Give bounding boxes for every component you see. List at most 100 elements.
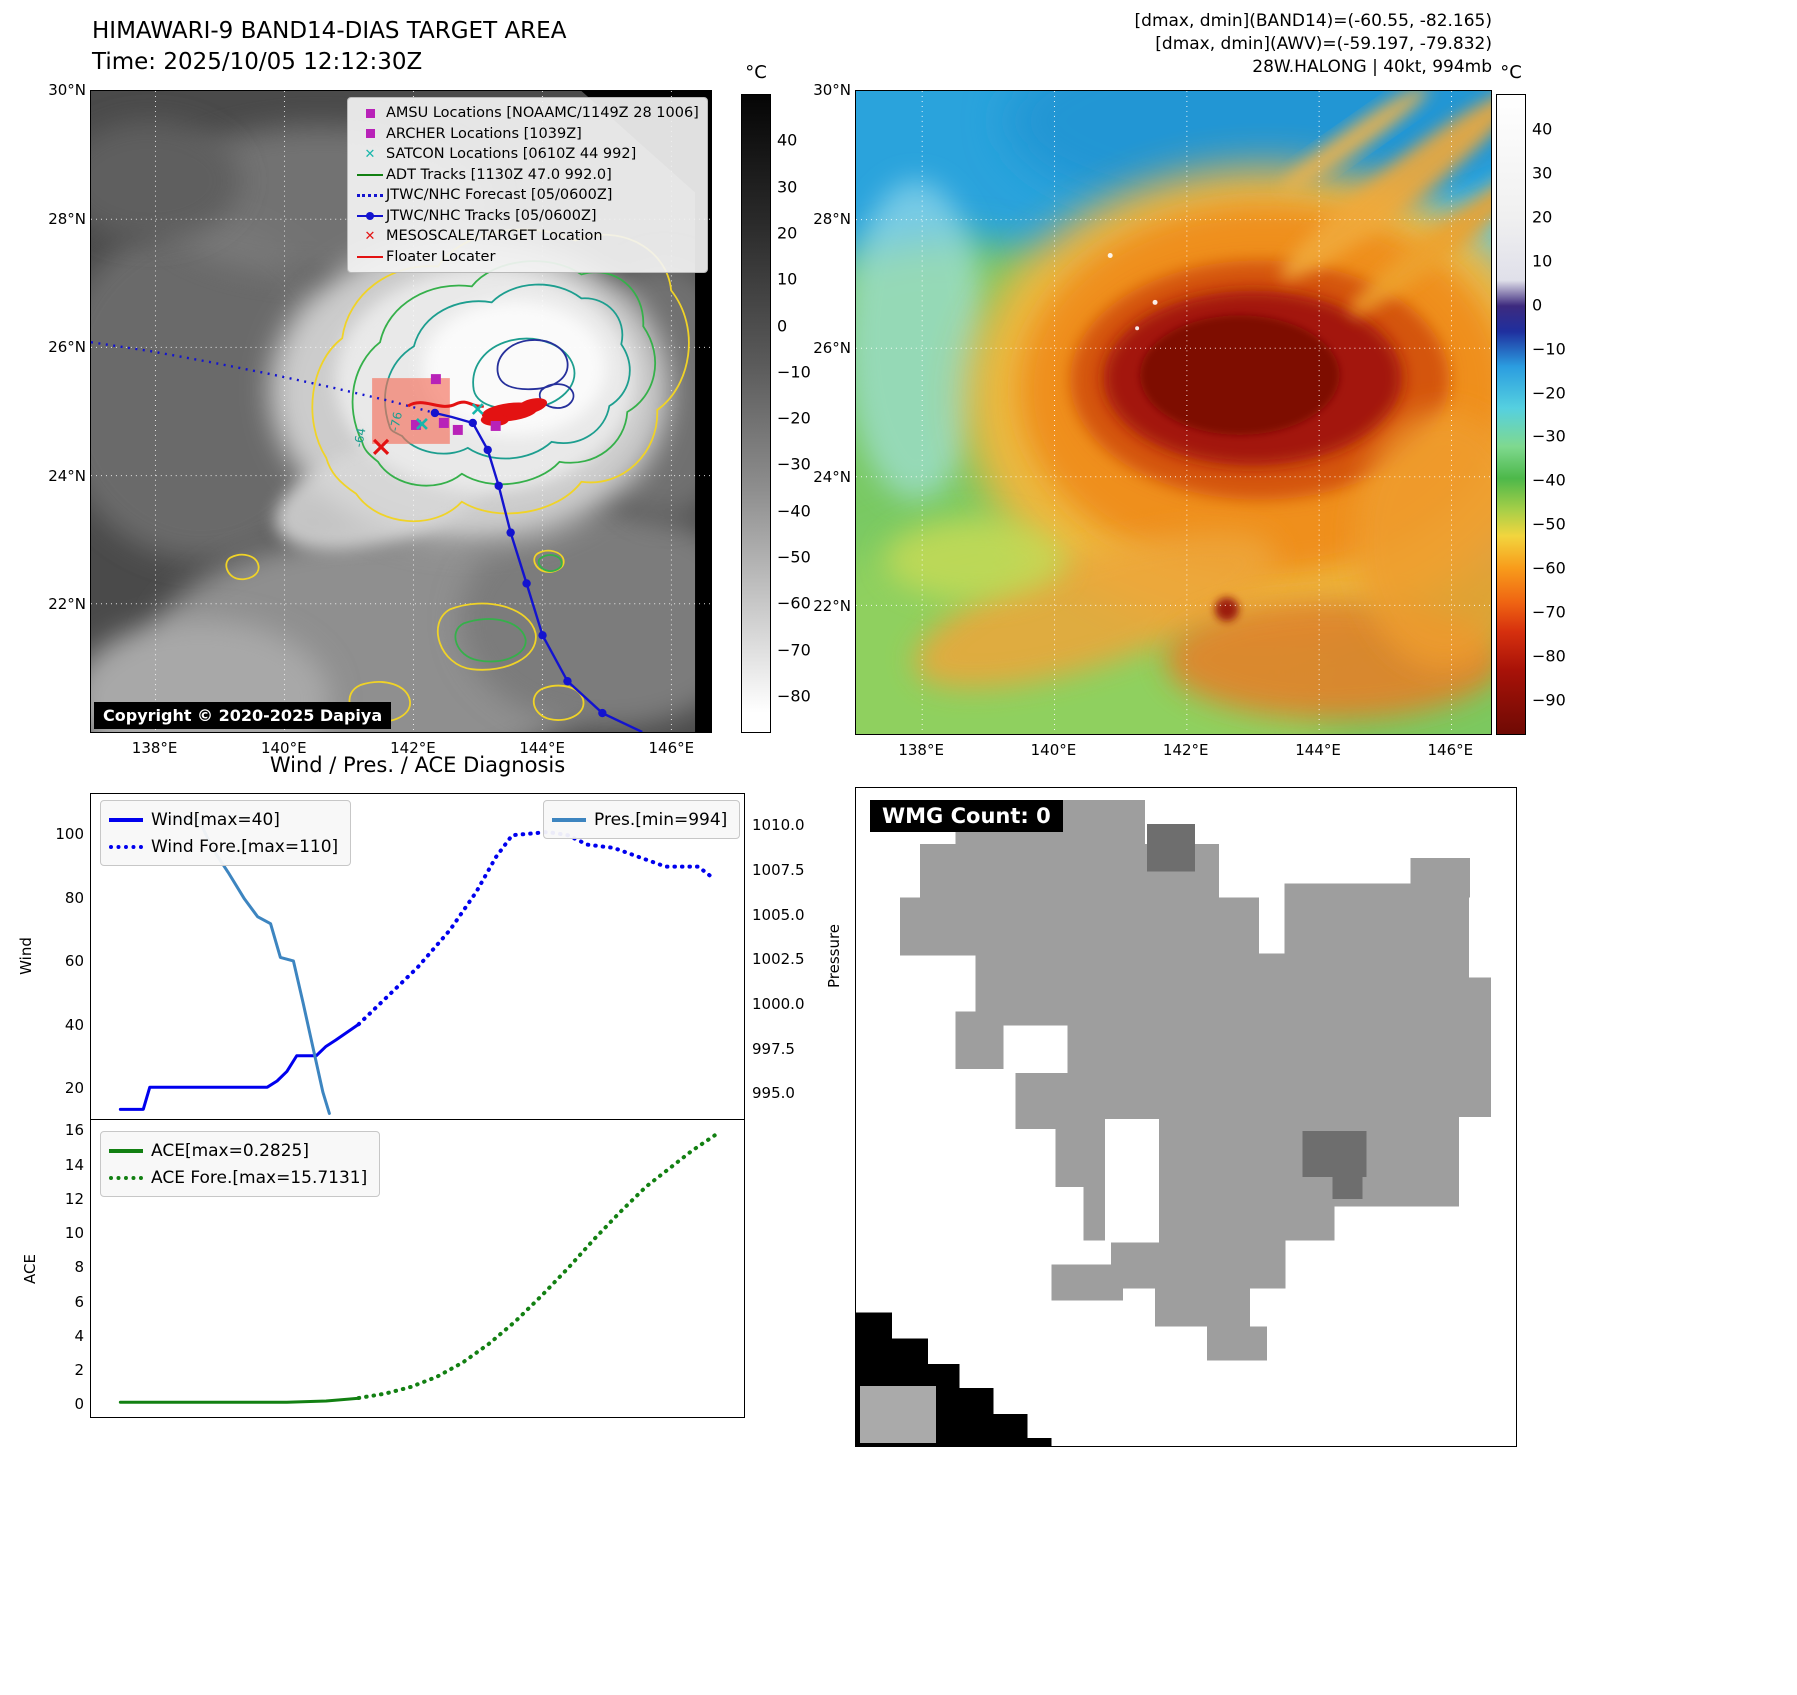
legend-label: Wind Fore.[max=110]	[151, 836, 339, 857]
series-line	[118, 1022, 361, 1111]
tick-label: 1002.5	[752, 950, 805, 969]
tick-label: 24°N	[48, 466, 86, 485]
tick-label: −60	[777, 593, 811, 613]
legend-line-icon	[109, 1175, 143, 1180]
tick-label: 26°N	[48, 338, 86, 357]
band14-colorbar-ticks: 40 30 20 10 0 −10 −20 −30 −40 −50 −60 −70 −80	[777, 94, 825, 733]
tick-label: 142°E	[1162, 741, 1209, 759]
legend-item: Wind[max=40]	[109, 806, 338, 833]
map-legend-item: MESOSCALE/TARGET Location	[354, 226, 699, 247]
tick-label: 4	[74, 1326, 84, 1345]
tick-label: 146°E	[1427, 741, 1474, 759]
ace-plot	[118, 1133, 717, 1404]
map-legend: AMSU Locations [NOAAMC/1149Z 28 1006] ARC…	[347, 97, 708, 273]
ace-y-axis: 0 2 4 6 8 10 12 14 16	[48, 1120, 84, 1418]
pressure-axis-label: Pressure	[825, 923, 843, 989]
tick-label: 140°E	[260, 739, 307, 757]
tick-label: −50	[1532, 514, 1566, 534]
tick-label: −30	[777, 454, 811, 474]
tick-label: 10	[64, 1224, 84, 1243]
contour-label: -76	[387, 411, 405, 433]
tick-label: 0	[1532, 295, 1543, 315]
legend-item: Wind Fore.[max=110]	[109, 833, 338, 860]
tick-label: 142°E	[390, 739, 436, 757]
line-green-icon	[354, 167, 386, 183]
legend-label: Pres.[min=994]	[594, 809, 728, 830]
legend-line-icon	[109, 817, 143, 822]
tick-label: 100	[55, 825, 84, 844]
figure-title: HIMAWARI-9 BAND14-DIAS TARGET AREA	[92, 18, 567, 44]
tick-label: 1007.5	[752, 860, 805, 879]
map-legend-item: JTWC/NHC Forecast [05/0600Z]	[354, 185, 699, 206]
tick-label: −80	[777, 686, 811, 706]
line-marker-blue-icon	[354, 208, 386, 224]
tick-label: 40	[64, 1015, 84, 1034]
tick-label: 24°N	[813, 468, 851, 486]
series-line	[118, 1396, 361, 1404]
legend-item: ACE Fore.[max=15.7131]	[109, 1164, 367, 1191]
copyright-badge: Copyright © 2020-2025 Dapiya	[94, 702, 392, 729]
band14-map-panel: -76 -64 AMSU Locations [NOAAMC/1149Z 28 …	[90, 90, 712, 733]
awv-colorbar	[1496, 94, 1526, 735]
tick-label: 1005.0	[752, 905, 805, 924]
jtwc-forecast-track	[91, 341, 436, 415]
wind-legend: Wind[max=40] Wind Fore.[max=110]	[100, 800, 352, 866]
tick-label: 10	[777, 269, 798, 289]
tick-label: 2	[74, 1361, 84, 1380]
contour-green	[351, 260, 657, 663]
tick-label: 30°N	[48, 81, 86, 99]
tick-label: 10	[1532, 251, 1553, 271]
wind-y-axis: 20 40 60 80 100	[40, 793, 84, 1120]
tick-label: −90	[1532, 690, 1566, 710]
tick-label: −80	[1532, 646, 1566, 666]
wmg-dense-cells	[1147, 823, 1367, 1199]
map-legend-item: AMSU Locations [NOAAMC/1149Z 28 1006]	[354, 103, 699, 124]
pressure-legend: Pres.[min=994]	[543, 800, 741, 839]
tick-label: 8	[74, 1258, 84, 1277]
tick-label: 144°E	[519, 739, 565, 757]
pressure-y-axis: 995.0 997.5 1000.0 1002.5 1005.0 1007.5 1010.0	[752, 793, 808, 1120]
map-legend-item: ADT Tracks [1130Z 47.0 992.0]	[354, 165, 699, 186]
map-legend-label: Floater Locater	[386, 248, 496, 265]
square-magenta-icon	[354, 105, 386, 121]
storm-id-intensity: 28W.HALONG | 40kt, 994mb	[1252, 56, 1492, 77]
tick-label: 1000.0	[752, 994, 805, 1013]
map-legend-item: ARCHER Locations [1039Z]	[354, 124, 699, 145]
tick-label: 995.0	[752, 1084, 795, 1103]
low-cloud-specks	[1107, 252, 1158, 331]
tick-label: 14	[64, 1155, 84, 1174]
tick-label: −40	[777, 501, 811, 521]
tick-label: 80	[64, 888, 84, 907]
awv-map-panel	[855, 90, 1492, 735]
legend-label: Wind[max=40]	[151, 809, 280, 830]
tick-label: 26°N	[813, 339, 851, 357]
legend-line-icon	[109, 844, 143, 849]
tick-label: 28°N	[813, 210, 851, 228]
tick-label: −40	[1532, 470, 1566, 490]
legend-item: ACE[max=0.2825]	[109, 1137, 367, 1164]
storm-info-block: [dmax, dmin](BAND14)=(-60.55, -82.165) […	[900, 10, 1492, 79]
series-line	[356, 830, 717, 1027]
tick-label: 16	[64, 1121, 84, 1140]
x-red-icon	[354, 228, 386, 244]
tick-label: −50	[777, 547, 811, 567]
awv-lon-axis: 138°E 140°E 142°E 144°E 146°E	[855, 741, 1492, 761]
dmax-dmin-band14: [dmax, dmin](BAND14)=(-60.55, -82.165)	[1134, 11, 1492, 31]
figure-title-block: HIMAWARI-9 BAND14-DIAS TARGET AREA Time:…	[92, 16, 566, 78]
wind-axis-label: Wind	[17, 937, 35, 975]
ace-axis-label: ACE	[21, 1254, 39, 1284]
legend-label: ACE Fore.[max=15.7131]	[151, 1167, 368, 1188]
tick-label: 40	[1532, 119, 1553, 139]
legend-item: Pres.[min=994]	[552, 806, 727, 833]
jtwc-track	[430, 408, 643, 732]
series-line	[356, 1133, 717, 1401]
wmg-clear-holes	[1003, 1025, 1160, 1243]
diagnosis-title: Wind / Pres. / ACE Diagnosis	[269, 753, 566, 777]
adt-track-cluster	[480, 398, 548, 426]
tick-label: −10	[777, 362, 811, 382]
tick-label: 30°N	[813, 81, 851, 99]
legend-line-icon	[552, 817, 586, 822]
tick-label: 138°E	[898, 741, 944, 759]
contour-label: -64	[351, 427, 368, 449]
